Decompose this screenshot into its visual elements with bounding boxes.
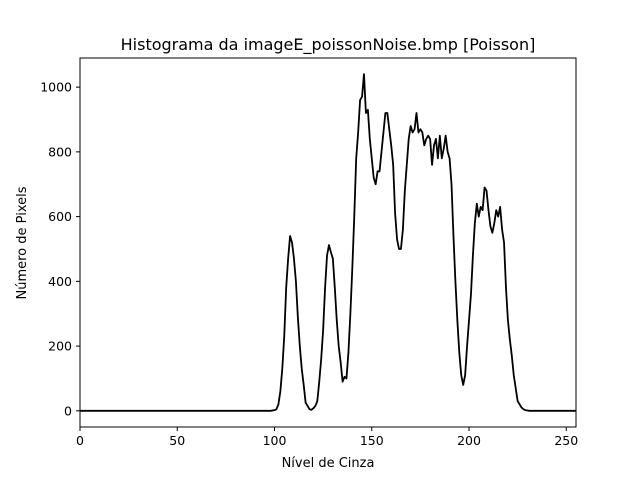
x-tick-label: 250 (554, 433, 578, 448)
y-axis-label: Número de Pixels (15, 186, 30, 299)
plot-frame (79, 57, 577, 428)
y-tick-label: 0 (64, 403, 72, 418)
chart-title: Histograma da imageE_poissonNoise.bmp [P… (121, 35, 536, 55)
y-tick-label: 600 (48, 209, 72, 224)
plot-area (79, 57, 577, 428)
y-tick-label: 1000 (40, 80, 72, 95)
y-tick-label: 200 (48, 339, 72, 354)
x-tick-label: 50 (169, 433, 185, 448)
x-axis-label: Nível de Cinza (282, 456, 375, 471)
y-tick-label: 800 (48, 144, 72, 159)
y-tick-label: 400 (48, 274, 72, 289)
x-tick-label: 0 (76, 433, 84, 448)
histogram-line (80, 73, 576, 412)
x-tick-label: 150 (360, 433, 384, 448)
x-tick-label: 100 (263, 433, 287, 448)
x-tick-label: 200 (457, 433, 481, 448)
y-axis-ticks: 0 200 400 600 800 1000 (40, 80, 80, 418)
x-axis-ticks: 0 50 100 150 200 250 (76, 427, 578, 448)
